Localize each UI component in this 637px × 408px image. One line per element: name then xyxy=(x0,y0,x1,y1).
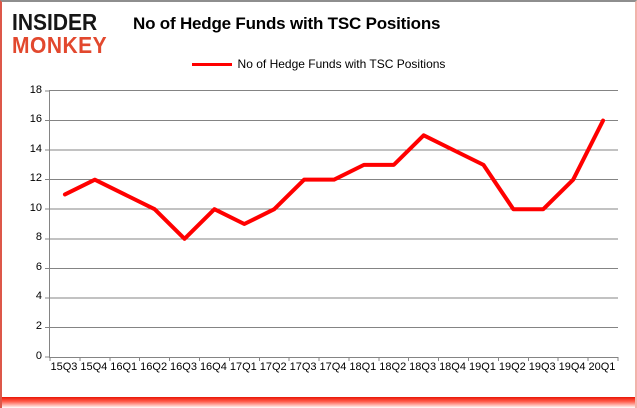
logo-text-insider: INSIDER xyxy=(12,9,98,36)
chart-legend: No of Hedge Funds with TSC Positions xyxy=(2,57,635,71)
x-tick-label: 20Q1 xyxy=(588,361,616,373)
y-tick-label: 18 xyxy=(29,83,42,96)
y-tick-label: 10 xyxy=(29,201,42,214)
x-tick-label: 19Q2 xyxy=(498,361,526,373)
plot-area xyxy=(45,90,619,361)
y-tick-label: 4 xyxy=(35,290,42,303)
x-tick-label: 18Q3 xyxy=(409,361,437,373)
bottom-red-border xyxy=(2,397,635,408)
chart-title: No of Hedge Funds with TSC Positions xyxy=(133,14,441,33)
y-tick-label: 0 xyxy=(35,349,42,362)
x-tick-label: 17Q2 xyxy=(259,361,287,373)
x-tick-label: 18Q2 xyxy=(379,361,407,373)
logo-text-monkey: MONKEY xyxy=(12,32,108,59)
x-tick-label: 19Q1 xyxy=(468,361,496,373)
x-tick-label: 16Q3 xyxy=(170,361,197,373)
x-tick-label: 19Q3 xyxy=(528,361,556,373)
y-tick-label: 2 xyxy=(35,319,42,332)
y-tick-label: 14 xyxy=(29,142,42,155)
x-tick-label: 17Q3 xyxy=(289,361,317,373)
x-tick-label: 18Q1 xyxy=(349,361,377,373)
x-tick-label: 16Q2 xyxy=(140,361,168,373)
x-axis-labels: 15Q3 15Q4 16Q1 16Q2 16Q3 16Q4 17Q1 17Q2 17Q3 17Q4… xyxy=(49,361,617,373)
insider-monkey-logo: INSIDER MONKEY xyxy=(12,9,108,59)
x-tick-label: 16Q4 xyxy=(199,361,227,373)
x-tick-label: 18Q4 xyxy=(439,361,466,373)
x-tick-label: 15Q4 xyxy=(80,361,108,373)
x-tick-label: 19Q4 xyxy=(558,361,586,373)
x-tick-label: 16Q1 xyxy=(110,361,138,373)
y-tick-label: 6 xyxy=(35,260,42,273)
y-tick-label: 8 xyxy=(35,231,42,244)
x-tick-label: 15Q3 xyxy=(50,361,78,373)
y-tick-label: 16 xyxy=(29,113,42,126)
x-tick-label: 17Q4 xyxy=(319,361,347,373)
line-chart-canvas xyxy=(45,90,619,361)
y-axis-labels: 0 2 4 6 8 10 12 14 16 18 xyxy=(2,84,42,362)
legend-line-swatch xyxy=(191,62,232,66)
legend-label: No of Hedge Funds with TSC Positions xyxy=(237,57,446,71)
y-tick-label: 12 xyxy=(29,172,42,185)
x-tick-label: 17Q1 xyxy=(229,361,257,373)
